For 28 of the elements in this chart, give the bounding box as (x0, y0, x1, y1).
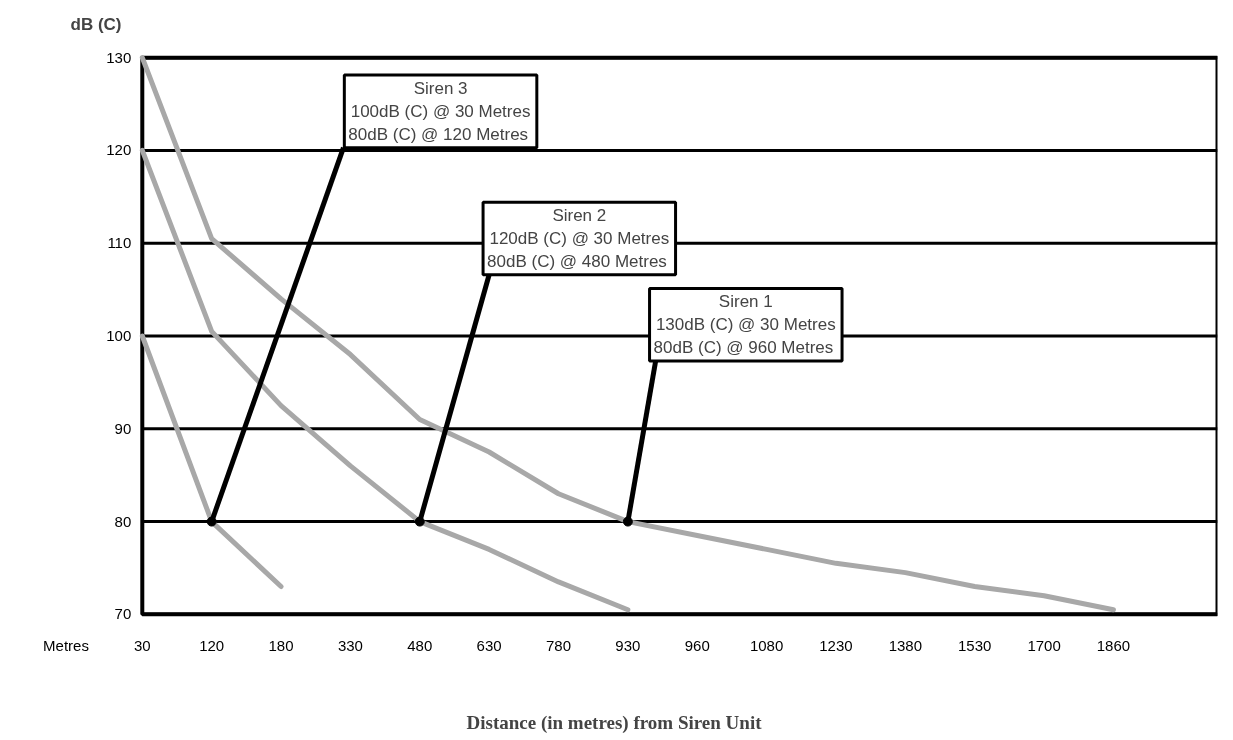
y-tick-label: 110 (107, 234, 132, 252)
x-tick-label: 1860 (1096, 636, 1131, 654)
x-tick-label: 960 (684, 636, 710, 654)
x-tick-label: 1700 (1027, 636, 1061, 654)
text: Metres (43, 636, 89, 654)
y-tick-label: 130 (106, 48, 132, 66)
y-tick-label: 90 (114, 419, 132, 437)
x-tick-label: 120 (199, 636, 225, 654)
x-tick-label: 1530 (958, 636, 992, 654)
y-tick-label: 70 (114, 605, 132, 623)
annotation: Siren 1 130dB (C) @ 30 Metres 80dB (C) @ 960 Metres (653, 292, 836, 358)
annotation: Siren 3 100dB (C) @ 30 Metres 80dB (C) @ 120 Metres (348, 79, 531, 144)
x-tick-label: 1380 (888, 636, 923, 654)
x-tick-label: 30 (133, 636, 151, 654)
y-axis-title: dB (C) (70, 15, 122, 34)
x-tick-label: 480 (407, 636, 433, 654)
annotation: Siren 2 120dB (C) @ 30 Metres 80dB (C) @ 480 Metres (487, 206, 670, 271)
x-tick-label: 330 (337, 636, 363, 654)
x-tick-label: 1230 (819, 636, 853, 654)
y-tick-label: 80 (114, 512, 132, 530)
x-tick-label: 630 (476, 636, 502, 654)
y-tick-label: 100 (106, 327, 132, 344)
x-tick-label: 930 (615, 636, 641, 654)
x-tick-label: 180 (268, 636, 294, 654)
x-axis-title: Distance (in metres) from Siren Unit (466, 711, 763, 734)
x-tick-label: 780 (545, 636, 572, 654)
y-tick-label: 120 (106, 141, 132, 159)
x-tick-label: 1080 (749, 636, 784, 654)
